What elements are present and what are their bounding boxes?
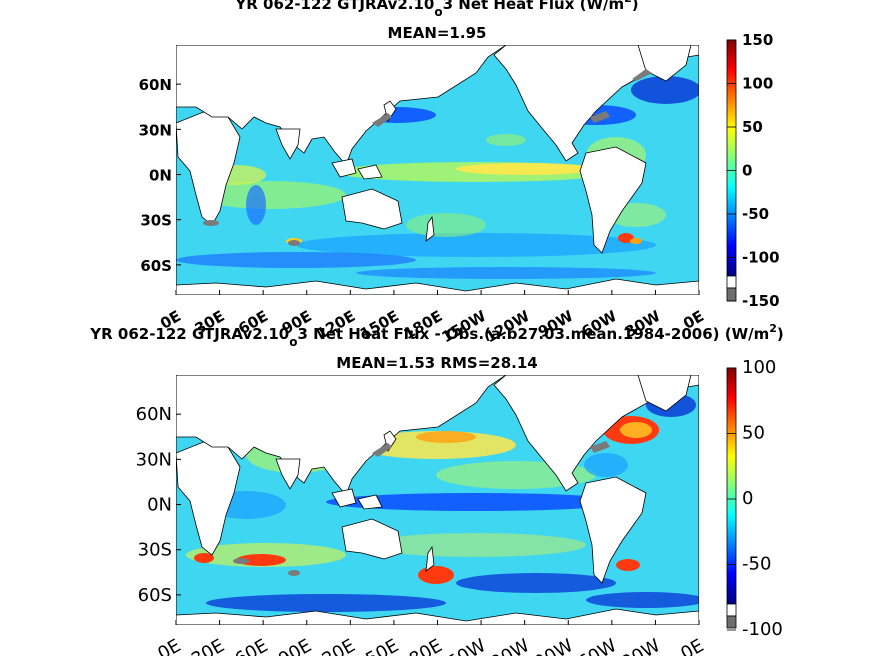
colorbar-tick-label: 50 — [742, 423, 765, 444]
x-tick-label: 90W — [531, 635, 577, 656]
y-tick-label: 60N — [139, 76, 172, 94]
y-tick-label: 60N — [136, 404, 172, 425]
panel-2-subtitle: MEAN=1.53 RMS=28.14 — [336, 354, 537, 372]
panel-2-colorbar: 100 50 0 -50 -100 — [726, 357, 783, 640]
y-tick-label: 30S — [140, 212, 172, 230]
colorbar-tick-label: -50 — [742, 205, 769, 223]
y-tick-label: 30S — [138, 540, 172, 561]
panel-2-x-ticks: 0E30E60E90E120E150E180E150W120W90W60W30W… — [154, 620, 708, 660]
colorbar-tick-label: 150 — [742, 31, 773, 49]
x-tick-label: 60E — [231, 635, 271, 656]
y-tick-label: 0N — [149, 167, 172, 185]
colorbar-tick-label: -150 — [742, 292, 780, 310]
panel-2: YR 062-122 GTJRAv2.10o3 Net Heat Flux - … — [89, 322, 783, 660]
panel-1: YR 062-122 GTJRAv2.10o3 Net Heat Flux (W… — [139, 0, 780, 346]
x-tick-label: 0E — [677, 635, 707, 656]
colorbar-tick-label: -100 — [742, 619, 783, 640]
colorbar-tick-label: -100 — [742, 249, 780, 267]
panel-2-map — [176, 375, 699, 625]
panel-1-colorbar-ticks: 150 100 50 0 -50 -100 -150 — [727, 31, 780, 310]
colorbar-tick-label: 0 — [742, 162, 752, 180]
y-tick-label: 30N — [136, 449, 172, 470]
colorbar-tick-label: 100 — [742, 357, 776, 378]
panel-2-y-ticks: 60N 30N 0N 30S 60S — [136, 404, 181, 606]
x-tick-label: 120E — [309, 635, 359, 656]
panel-1-title: YR 062-122 GTJRAv2.10o3 Net Heat Flux (W… — [234, 0, 638, 19]
y-tick-label: 30N — [139, 121, 172, 139]
x-tick-label: 90E — [275, 635, 315, 656]
x-tick-label: 30W — [618, 635, 664, 656]
panel-1-subtitle: MEAN=1.95 — [388, 24, 487, 42]
colorbar-tick-label: 50 — [742, 118, 763, 136]
y-tick-label: 60S — [140, 257, 172, 275]
panel-1-colorbar: 150 100 50 0 -50 -100 -150 — [726, 31, 780, 310]
colorbar-tick-label: -50 — [742, 554, 771, 575]
x-tick-label: 0E — [154, 635, 184, 656]
panel-2-title: YR 062-122 GTJRAv2.10o3 Net Heat Flux - … — [89, 322, 783, 349]
colorbar-tick-label: 100 — [742, 75, 773, 93]
x-tick-label: 180E — [396, 635, 446, 656]
x-tick-label: 30E — [188, 635, 228, 656]
panel-2-colorbar-ticks: 100 50 0 -50 -100 — [727, 357, 783, 640]
colorbar-tick-label: 0 — [742, 488, 753, 509]
x-tick-label: 150E — [352, 635, 402, 656]
panel-1-map — [176, 45, 699, 295]
y-tick-label: 60S — [138, 585, 172, 606]
x-tick-label: 60W — [575, 635, 621, 656]
y-tick-label: 0N — [147, 495, 172, 516]
panel-1-y-ticks: 60N 30N 0N 30S 60S — [139, 76, 181, 275]
